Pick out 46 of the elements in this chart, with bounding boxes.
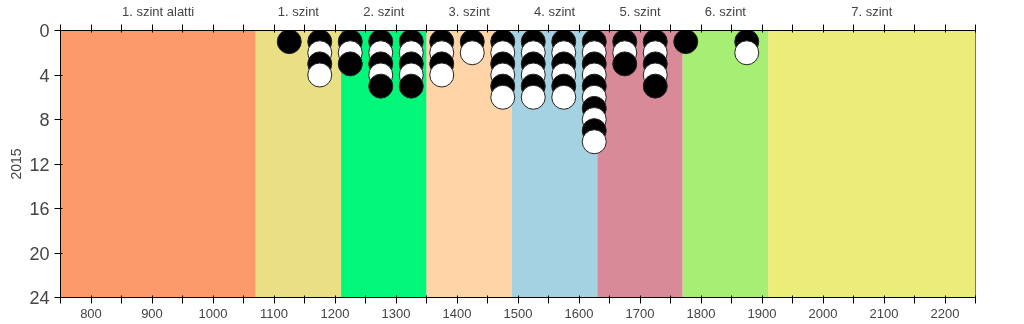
point <box>612 51 638 77</box>
point <box>520 84 546 110</box>
x-tick-label: 1300 <box>381 305 411 321</box>
y-tick-label: 4 <box>39 65 50 86</box>
x-tick-label: 900 <box>141 305 163 321</box>
band-label: 6. szint <box>704 3 747 19</box>
x-tick-label: 800 <box>80 305 102 321</box>
point <box>429 62 455 88</box>
band-label: 3. szint <box>448 3 491 19</box>
x-tick-label: 1700 <box>625 305 655 321</box>
point <box>673 30 699 55</box>
x-tick-label: 2100 <box>869 305 899 321</box>
band-label: 4. szint <box>534 3 576 19</box>
point <box>459 40 485 66</box>
point <box>490 84 516 110</box>
point <box>276 30 302 55</box>
point <box>368 73 394 99</box>
point <box>551 84 577 110</box>
band-label: 5. szint <box>619 3 661 19</box>
x-tick-label: 1200 <box>320 305 350 321</box>
x-tick-label: 1100 <box>260 305 288 321</box>
point <box>307 62 333 88</box>
y-tick-label: 16 <box>29 199 50 219</box>
point <box>642 73 668 99</box>
x-tick-label: 1500 <box>503 305 533 321</box>
y-tick-label: 24 <box>29 288 50 308</box>
x-tick-label: 1400 <box>442 305 472 321</box>
point <box>337 51 363 77</box>
x-tick-label: 2200 <box>930 305 960 321</box>
point <box>734 40 760 66</box>
band-label: 1. szint alatti <box>121 3 195 19</box>
y-tick-label: 0 <box>39 21 50 41</box>
y-tick-label: 8 <box>39 110 50 130</box>
band-label: 2. szint <box>363 3 405 19</box>
y-tick-label: 20 <box>29 243 50 264</box>
point <box>398 73 424 99</box>
y-axis-title: 2015 <box>8 148 25 180</box>
point <box>581 129 607 155</box>
y-tick-label: 12 <box>29 154 50 175</box>
x-tick-label: 1000 <box>198 305 228 321</box>
x-tick-label: 1900 <box>747 305 777 321</box>
x-tick-label: 1600 <box>564 305 594 321</box>
x-tick-label: 1800 <box>686 305 716 321</box>
x-tick-label: 2000 <box>808 305 838 321</box>
band-label: 1. szint <box>277 3 320 19</box>
band-label: 7. szint <box>851 3 893 19</box>
